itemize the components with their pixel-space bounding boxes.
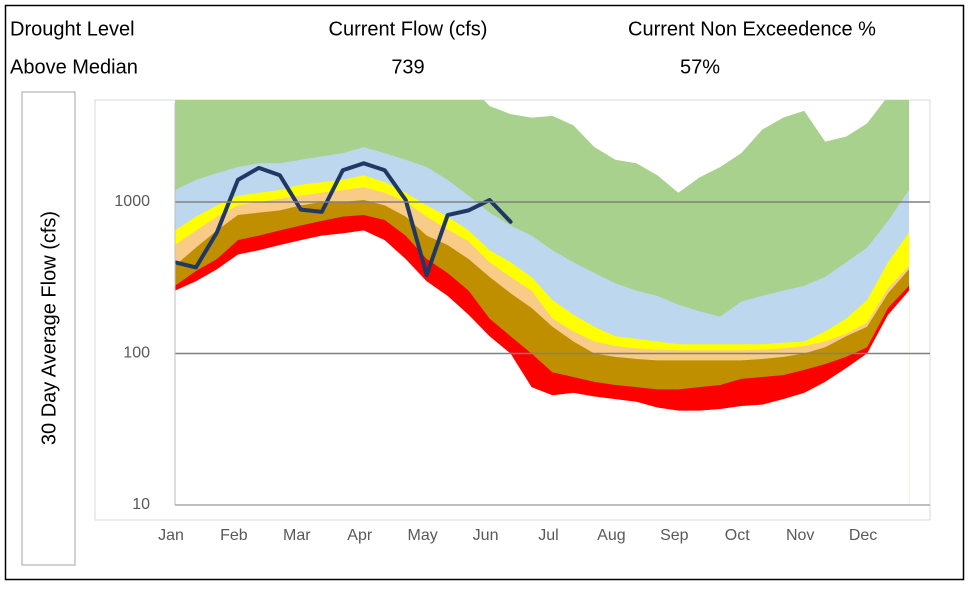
plot-area bbox=[175, 100, 910, 505]
plot-frame bbox=[94, 99, 931, 521]
x-tick-label: Jul bbox=[538, 527, 558, 544]
header-label: Drought Level bbox=[10, 18, 135, 40]
header-label: Current Flow (cfs) bbox=[329, 18, 488, 40]
header-value: Above Median bbox=[10, 56, 138, 78]
x-tick-label: Jun bbox=[473, 527, 499, 544]
header-value: 739 bbox=[391, 56, 424, 78]
header-value: 57% bbox=[680, 56, 720, 78]
x-tick-label: Aug bbox=[597, 527, 625, 544]
axes: 10 100 1000 Jan Feb Mar Apr May Jun Jul Aug Sep Oct N… bbox=[114, 103, 930, 544]
x-tick-label: Mar bbox=[283, 527, 311, 544]
y-tick-label: 100 bbox=[123, 345, 150, 362]
x-tick-label: May bbox=[408, 527, 438, 544]
x-tick-label: Feb bbox=[220, 527, 248, 544]
y-label-box bbox=[21, 91, 76, 566]
x-tick-label: Dec bbox=[849, 527, 877, 544]
band-area bbox=[175, 230, 910, 505]
x-tick-label: Nov bbox=[786, 527, 814, 544]
y-axis-label: 30 Day Average Flow (cfs) bbox=[38, 211, 60, 445]
y-tick-label: 1000 bbox=[114, 193, 150, 210]
y-tick-label: 10 bbox=[132, 496, 150, 513]
x-tick-label: Sep bbox=[660, 527, 689, 544]
x-tick-label: Jan bbox=[158, 527, 184, 544]
x-tick-label: Apr bbox=[347, 527, 373, 544]
x-tick-label: Oct bbox=[725, 527, 750, 544]
header-label: Current Non Exceedence % bbox=[628, 18, 876, 40]
flow-line bbox=[175, 161, 513, 277]
